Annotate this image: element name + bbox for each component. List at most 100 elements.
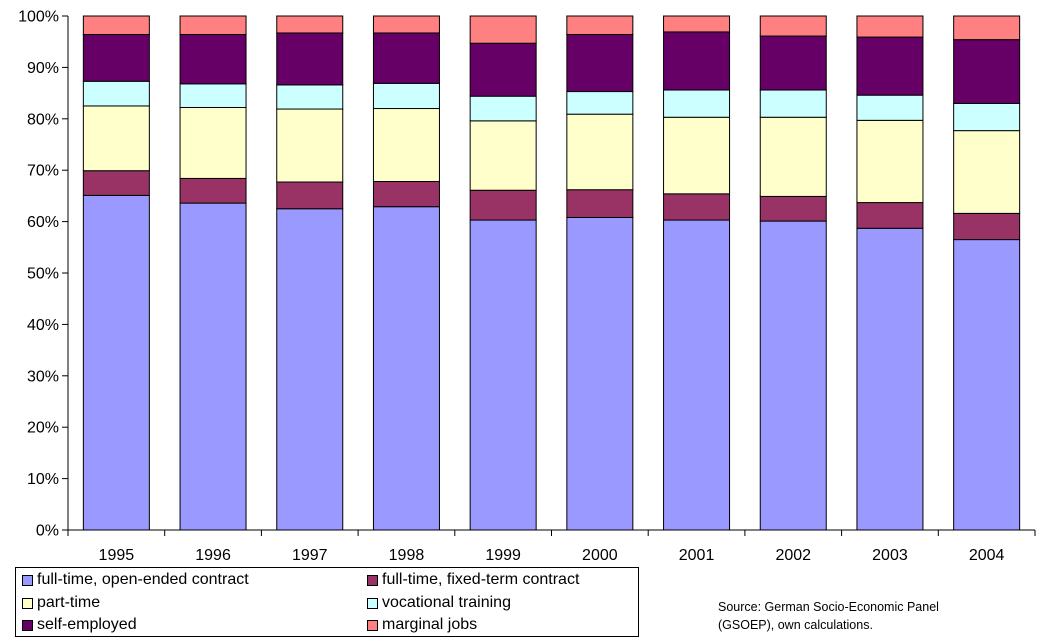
x-tick-label: 2004 [969, 547, 1005, 564]
bar-segment [82, 194, 150, 531]
legend-label: vocational training [382, 594, 511, 611]
y-tick-label: 0% [36, 523, 59, 540]
bar-segment [469, 95, 537, 122]
bar-segment [469, 219, 537, 531]
bar-segment [469, 15, 537, 44]
x-tick-label: 1997 [292, 547, 328, 564]
bar-segment [566, 34, 634, 93]
y-tick-label: 50% [27, 266, 59, 283]
bar-segment [276, 84, 344, 110]
x-tick-label: 2000 [582, 547, 618, 564]
bar-segment [566, 216, 634, 531]
bar-segment [663, 31, 731, 91]
y-tick-label: 10% [27, 471, 59, 488]
legend-item-full-time-open-ended: full-time, open-ended contract [22, 570, 249, 590]
bar-segment [566, 91, 634, 115]
bar-segment [856, 202, 924, 229]
bar-segment [372, 206, 440, 531]
bar-segment [759, 15, 827, 37]
bar-segment [372, 32, 440, 84]
x-tick-label: 1996 [195, 547, 231, 564]
bar-segment [759, 35, 827, 91]
bar-segment [663, 193, 731, 221]
legend-item-vocational-training: vocational training [367, 593, 511, 613]
bar-segment [179, 83, 247, 108]
bar-segment [179, 106, 247, 179]
x-tick-label: 1995 [99, 547, 135, 564]
x-tick-label: 1999 [485, 547, 521, 564]
bar-segment [856, 36, 924, 96]
bar-segment [276, 108, 344, 183]
bar-segment [953, 39, 1021, 104]
y-tick-label: 90% [27, 60, 59, 77]
legend-label: full-time, fixed-term contract [382, 571, 580, 588]
y-tick-label: 100% [18, 9, 59, 26]
stacked-bar-chart: 1995 1996 1997 1998 1999 2000 2001 2002 2003 2004… [18, 9, 1036, 564]
x-tick-label: 2002 [775, 547, 811, 564]
legend-swatch [22, 574, 33, 586]
legend-swatch [367, 597, 378, 609]
y-tick-label: 20% [27, 420, 59, 437]
bar-segment [82, 80, 150, 107]
bar-segment [469, 189, 537, 221]
bar-segment [953, 102, 1021, 132]
bar-segment [663, 15, 731, 33]
source-note: Source: German Socio-Economic Panel (GSO… [718, 598, 1038, 634]
bar-segment [759, 89, 827, 118]
legend-swatch [367, 619, 378, 631]
bar-segment [856, 119, 924, 204]
bar-segment [372, 108, 440, 183]
x-tick-label: 2003 [872, 547, 908, 564]
legend: full-time, open-ended contract part-time… [15, 567, 639, 637]
bar-segment [856, 15, 924, 38]
bar-segment [82, 15, 150, 36]
legend-label: marginal jobs [382, 616, 478, 633]
y-tick-label: 70% [27, 163, 59, 180]
bar-segment [566, 189, 634, 218]
bar-segment [179, 177, 247, 204]
legend-item-full-time-fixed-term: full-time, fixed-term contract [367, 570, 579, 590]
bar-segment [276, 208, 344, 531]
bar-segment [372, 181, 440, 208]
x-tick-label: 2001 [679, 547, 715, 564]
y-tick-label: 60% [27, 214, 59, 231]
bar-segment [469, 42, 537, 97]
bar-segment [276, 181, 344, 210]
bar-segment [566, 113, 634, 191]
bar-segment [372, 82, 440, 110]
bar-segment [566, 15, 634, 36]
legend-item-part-time: part-time [22, 593, 100, 613]
bar-segment [856, 94, 924, 121]
bar-segment [663, 219, 731, 531]
bar-segment [663, 89, 731, 118]
y-tick-label: 40% [27, 317, 59, 334]
bar-segment [759, 116, 827, 197]
bar-segment [179, 15, 247, 36]
legend-swatch [22, 597, 33, 609]
x-tick-label: 1998 [389, 547, 425, 564]
bar-segment [953, 15, 1021, 41]
legend-label: full-time, open-ended contract [37, 571, 249, 588]
bar-segment [663, 116, 731, 195]
bar-segment [276, 15, 344, 34]
legend-item-self-employed: self-employed [22, 615, 137, 635]
bar-segment [953, 212, 1021, 241]
legend-label: self-employed [37, 616, 137, 633]
source-note-line: (GSOEP), own calculations. [718, 618, 873, 632]
bar-segment [179, 34, 247, 85]
bar-segment [372, 15, 440, 34]
bar-segment [759, 220, 827, 531]
legend-swatch [367, 574, 378, 586]
bar-segment [82, 34, 150, 82]
legend-swatch [22, 619, 33, 631]
legend-label: part-time [37, 594, 101, 611]
bar-segment [953, 239, 1021, 531]
bar-segment [82, 105, 150, 172]
bar-segment [469, 120, 537, 191]
bar-segment [759, 195, 827, 222]
y-tick-label: 30% [27, 368, 59, 385]
y-tick-label: 80% [27, 111, 59, 128]
legend-item-marginal-jobs: marginal jobs [367, 615, 477, 635]
bar-segment [953, 130, 1021, 214]
bar-segment [179, 202, 247, 531]
